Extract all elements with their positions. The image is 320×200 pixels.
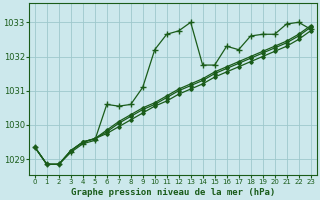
X-axis label: Graphe pression niveau de la mer (hPa): Graphe pression niveau de la mer (hPa)	[71, 188, 275, 197]
